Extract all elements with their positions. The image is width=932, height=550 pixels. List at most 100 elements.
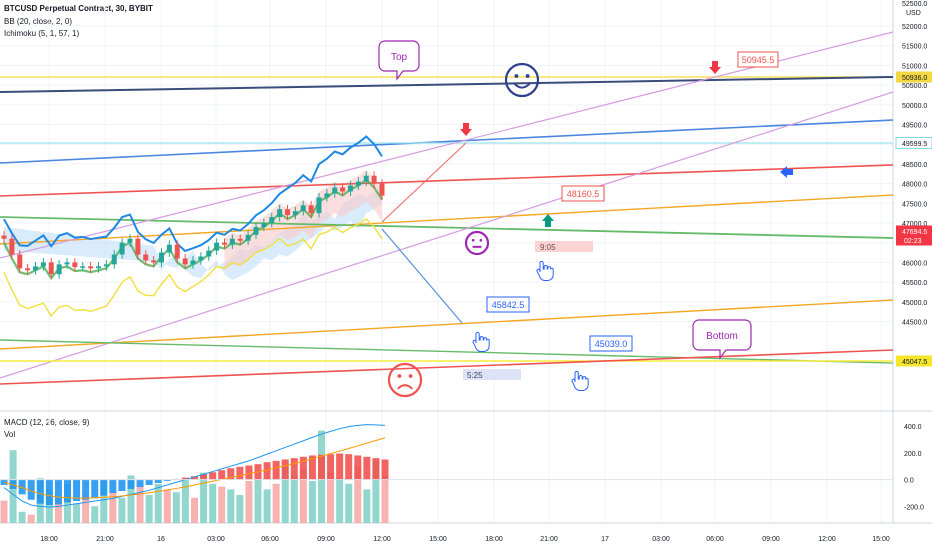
candle-body — [72, 262, 78, 268]
macd-histogram-bar — [372, 458, 380, 480]
volume-bar — [254, 478, 262, 523]
macd-histogram-bar — [227, 468, 235, 480]
time-box-525-bg — [463, 369, 521, 380]
smiley-sad-icon-mouth — [397, 384, 413, 390]
price-tick-label: 51500.0 — [902, 44, 927, 51]
arrow-down-icon — [709, 61, 721, 74]
macd-histogram-bar — [82, 479, 90, 500]
smiley-sad-icon-face — [387, 362, 423, 398]
macd-tick-label: 200.0 — [904, 451, 922, 458]
volume-bar — [172, 492, 180, 523]
price-tick-label: 50000.0 — [902, 103, 927, 110]
time-box-525-label: 5:25 — [467, 371, 483, 380]
candle-body — [64, 262, 70, 265]
price-box-45039-label: 45039.0 — [595, 339, 628, 349]
smiley-happy-icon-eye — [514, 74, 519, 78]
candle-body — [379, 183, 385, 196]
volume-bar — [91, 506, 99, 523]
candle-body — [119, 242, 125, 255]
trendline-red-lower — [0, 349, 894, 385]
candle-body — [166, 244, 172, 253]
vol-indicator-label[interactable]: Vol — [4, 430, 16, 439]
macd-histogram-bar — [327, 454, 335, 480]
macd-tick-label: 0.0 — [904, 478, 914, 485]
symbol-title: BTCUSD Perpetual Contract, 30, BYBIT — [4, 4, 153, 13]
macd-histogram-bar — [381, 459, 389, 480]
price-tag-label: 49599.5 — [902, 141, 927, 148]
volume-bar — [263, 489, 271, 523]
smiley-sad-icon-eye — [397, 374, 402, 378]
currency-label: USD — [906, 10, 921, 17]
volume-bar — [45, 489, 53, 523]
time-tick-label: 12:00 — [818, 536, 836, 543]
hand-pointer-icon — [472, 331, 490, 352]
hand-pointer-icon — [536, 260, 554, 281]
smiley-happy-icon-mouth — [513, 82, 531, 89]
bb-lower-band — [3, 217, 383, 318]
volume-bar — [200, 472, 208, 523]
smiley-neutral-icon-eye — [471, 238, 475, 242]
macd-histogram-bar — [45, 479, 53, 506]
macd-histogram-bar — [318, 454, 325, 480]
macd-histogram-bar — [263, 462, 271, 480]
hand-pointer-icon — [571, 370, 589, 391]
arrow-up-icon — [542, 214, 554, 227]
time-tick-label: 15:00 — [872, 536, 890, 543]
price-tick-label: 48500.0 — [902, 162, 927, 169]
price-tick-label: 52000.0 — [902, 24, 927, 31]
bottom-callout-label: Bottom — [706, 331, 738, 342]
projection-arrow-up — [381, 142, 467, 223]
macd-histogram-bar — [36, 479, 44, 504]
macd-tick-label: 400.0 — [904, 424, 922, 431]
trendline-dark-blue — [0, 76, 894, 93]
volume-bar — [381, 475, 389, 523]
time-tick-label: 06:00 — [706, 536, 724, 543]
volume-bar — [336, 478, 344, 523]
candle-body — [253, 226, 259, 235]
candle-body — [56, 264, 62, 275]
bb-indicator-label[interactable]: BB (20, close, 2, 0) — [4, 17, 73, 26]
candle-body — [151, 260, 157, 263]
macd-histogram-bar — [245, 465, 253, 480]
candle-body — [17, 254, 23, 269]
volume-bar — [218, 486, 226, 523]
trendline-green-lower — [0, 339, 894, 364]
volume-bar — [136, 486, 144, 523]
ichimoku-indicator-label[interactable]: Ichimoku (5, 1, 57, 1) — [4, 29, 80, 38]
candle-body — [237, 238, 243, 241]
candle-body — [40, 262, 46, 267]
macd-histogram-bar — [218, 470, 226, 480]
macd-indicator-label[interactable]: MACD (12, 26, close, 9) — [4, 418, 90, 427]
volume-bar — [0, 500, 8, 523]
volume-bar — [181, 478, 189, 523]
macd-histogram-bar — [73, 479, 81, 502]
bb-upper-band — [3, 135, 383, 253]
time-tick-label: 03:00 — [207, 536, 225, 543]
volume-bar — [127, 475, 135, 523]
volume-bar — [363, 489, 371, 523]
volume-bar — [227, 489, 235, 523]
candle-body — [206, 250, 212, 257]
macd-histogram-bar — [18, 479, 26, 495]
candle-body — [135, 238, 141, 255]
price-tick-label: 49500.0 — [902, 123, 927, 130]
time-tick-label: 16 — [157, 536, 165, 543]
price-tick-label: 48000.0 — [902, 182, 927, 189]
macd-histogram-bar — [154, 479, 162, 483]
macd-histogram-bar — [118, 479, 126, 491]
candle-body — [1, 235, 7, 239]
macd-histogram-bar — [27, 479, 35, 500]
candle-body — [292, 211, 298, 216]
candle-body — [182, 258, 188, 265]
time-tick-label: 09:00 — [317, 536, 335, 543]
macd-histogram-bar — [272, 460, 280, 480]
candle-body — [355, 181, 361, 186]
volume-bar — [191, 497, 198, 523]
candle-body — [229, 238, 235, 245]
smiley-happy-icon-eye — [525, 74, 530, 78]
macd-histogram-bar — [308, 455, 316, 480]
macd-histogram-bar — [145, 479, 153, 485]
macd-histogram-bar — [363, 456, 371, 480]
volume-bar — [209, 483, 217, 523]
